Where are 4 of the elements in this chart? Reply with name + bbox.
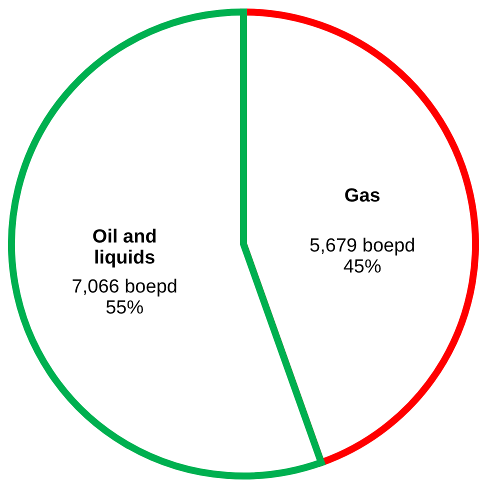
slice-label: Gas	[344, 185, 380, 206]
data-label: 5,679 boepd 45%	[310, 235, 416, 278]
data-label: 7,066 boepd 55%	[72, 276, 178, 319]
slice-label: Oil and liquids	[92, 226, 157, 269]
